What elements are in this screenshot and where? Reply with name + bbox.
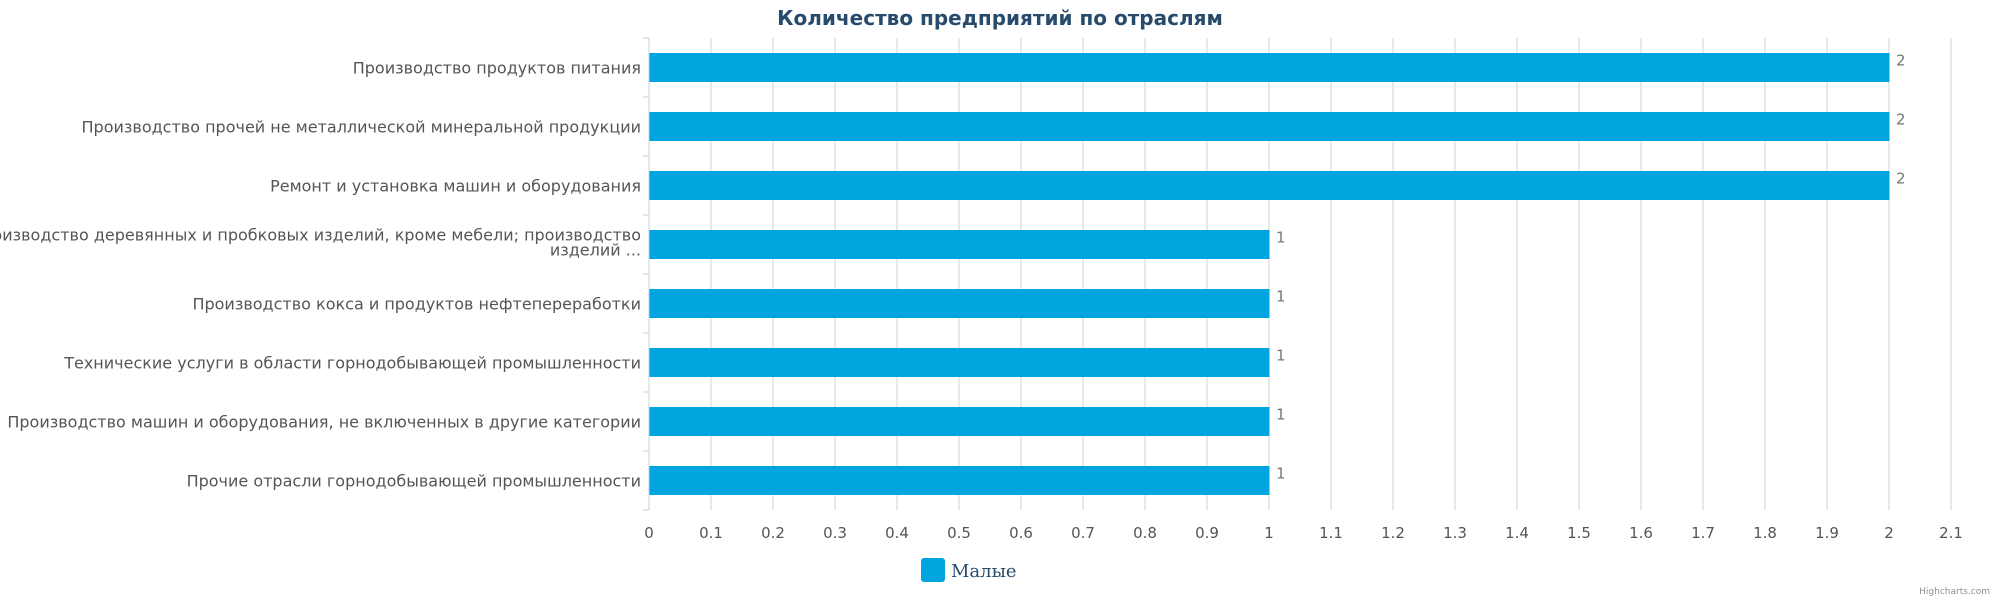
category-label: Производство деревянных и пробковых изде… xyxy=(0,226,641,260)
x-tick-label: 1 xyxy=(1264,524,1274,542)
data-label: 1 xyxy=(1276,406,1286,424)
legend-swatch[interactable] xyxy=(921,558,945,582)
x-tick-label: 1.4 xyxy=(1505,524,1529,542)
data-label: 1 xyxy=(1276,288,1286,306)
category-label: Прочие отрасли горнодобывающей промышлен… xyxy=(187,472,641,491)
x-tick-label: 0.7 xyxy=(1071,524,1095,542)
credits-link[interactable]: Highcharts.com xyxy=(1919,587,1990,597)
x-tick-label: 1.2 xyxy=(1381,524,1405,542)
category-label: Ремонт и установка машин и оборудования xyxy=(270,177,641,196)
x-tick-label: 1.9 xyxy=(1815,524,1839,542)
legend-item-label[interactable]: Малые xyxy=(951,561,1017,582)
x-tick-label: 0.2 xyxy=(761,524,785,542)
bar[interactable] xyxy=(649,348,1270,377)
category-label: Производство продуктов питания xyxy=(353,59,641,78)
data-label: 1 xyxy=(1276,347,1286,365)
bar[interactable] xyxy=(649,289,1270,318)
category-label: Производство прочей не металлической мин… xyxy=(82,118,642,137)
bar[interactable] xyxy=(649,407,1270,436)
x-tick-label: 1.8 xyxy=(1753,524,1777,542)
bar[interactable] xyxy=(649,466,1270,495)
bar[interactable] xyxy=(649,112,1890,141)
chart-title: Количество предприятий по отраслям xyxy=(777,6,1223,30)
category-axis xyxy=(643,37,650,511)
x-tick-label: 0.6 xyxy=(1009,524,1033,542)
x-tick-label: 1.7 xyxy=(1691,524,1715,542)
category-label: Производство машин и оборудования, не вк… xyxy=(7,413,641,432)
x-axis-ticks: 0 0.1 0.2 0.3 0.4 0.5 0.6 0.7 0.8 0.9 1 1.1 1.2 1.3 1.… xyxy=(644,524,1963,542)
data-label: 2 xyxy=(1896,170,1906,188)
x-tick-label: 0.9 xyxy=(1195,524,1219,542)
x-tick-label: 0.5 xyxy=(947,524,971,542)
x-tick-label: 1.5 xyxy=(1567,524,1591,542)
x-tick-label: 0.3 xyxy=(823,524,847,542)
bar[interactable] xyxy=(649,171,1890,200)
bar[interactable] xyxy=(649,53,1890,82)
bar-series xyxy=(649,53,1890,495)
x-tick-label: 0 xyxy=(644,524,654,542)
category-label: Технические услуги в области горнодобыва… xyxy=(63,354,641,373)
x-tick-label: 0.8 xyxy=(1133,524,1157,542)
x-tick-label: 0.4 xyxy=(885,524,909,542)
data-label: 2 xyxy=(1896,52,1906,70)
bar[interactable] xyxy=(649,230,1270,259)
data-label: 1 xyxy=(1276,229,1286,247)
data-labels: 2 2 2 1 1 1 1 1 xyxy=(1276,52,1906,483)
data-label: 1 xyxy=(1276,465,1286,483)
category-labels: Производство продуктов питания Производст… xyxy=(0,59,641,491)
x-tick-label: 0.1 xyxy=(699,524,723,542)
x-tick-label: 1.1 xyxy=(1319,524,1343,542)
x-tick-label: 2 xyxy=(1884,524,1894,542)
x-tick-label: 1.6 xyxy=(1629,524,1653,542)
x-tick-label: 1.3 xyxy=(1443,524,1467,542)
category-label: Производство кокса и продуктов нефтепере… xyxy=(192,295,641,314)
data-label: 2 xyxy=(1896,111,1906,129)
grid-lines xyxy=(710,38,1952,510)
x-tick-label: 2.1 xyxy=(1939,524,1963,542)
legend[interactable]: Малые xyxy=(921,558,1017,582)
